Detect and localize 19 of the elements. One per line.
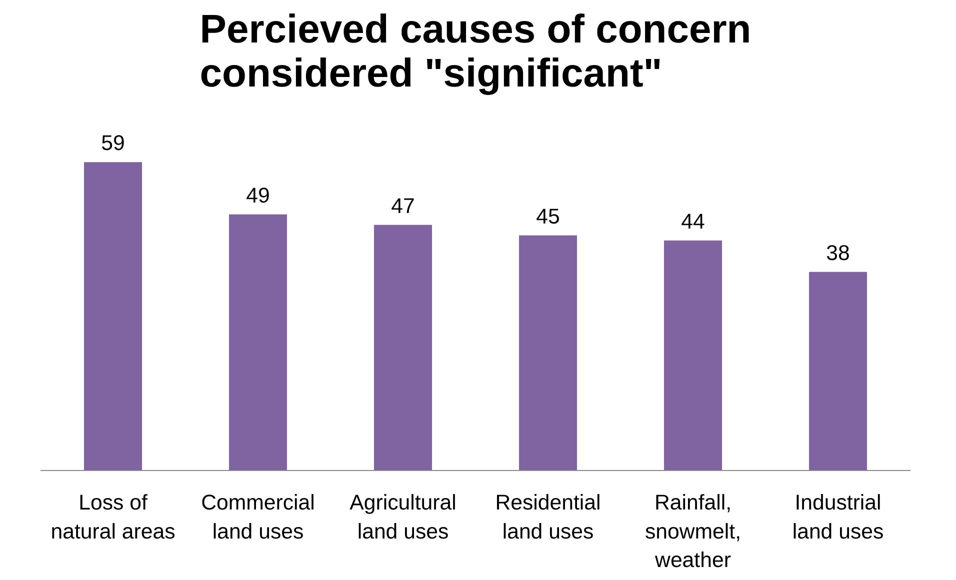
x-tick-label: Industrial land uses [792, 490, 884, 544]
bar [84, 162, 142, 470]
data-label: 59 [101, 131, 125, 156]
x-tick-label: Agricultural land uses [350, 490, 456, 544]
data-label: 45 [536, 204, 560, 228]
x-tick-label: Commercial land uses [201, 490, 315, 544]
x-tick-label: Loss of natural areas [50, 490, 176, 544]
data-label: 49 [246, 183, 270, 208]
data-label: 38 [826, 240, 850, 265]
chart-title: Percieved causes of concern considered "significant" [200, 8, 752, 96]
data-label: 47 [391, 194, 415, 218]
bar [519, 235, 577, 470]
bar [664, 240, 722, 470]
x-tick-label: Residential land uses [495, 490, 601, 544]
x-tick-label: Rainfall, snowmelt, weather [644, 490, 742, 572]
bar [809, 272, 867, 470]
data-label: 44 [681, 210, 705, 234]
bar [229, 214, 287, 470]
bar [374, 224, 432, 470]
